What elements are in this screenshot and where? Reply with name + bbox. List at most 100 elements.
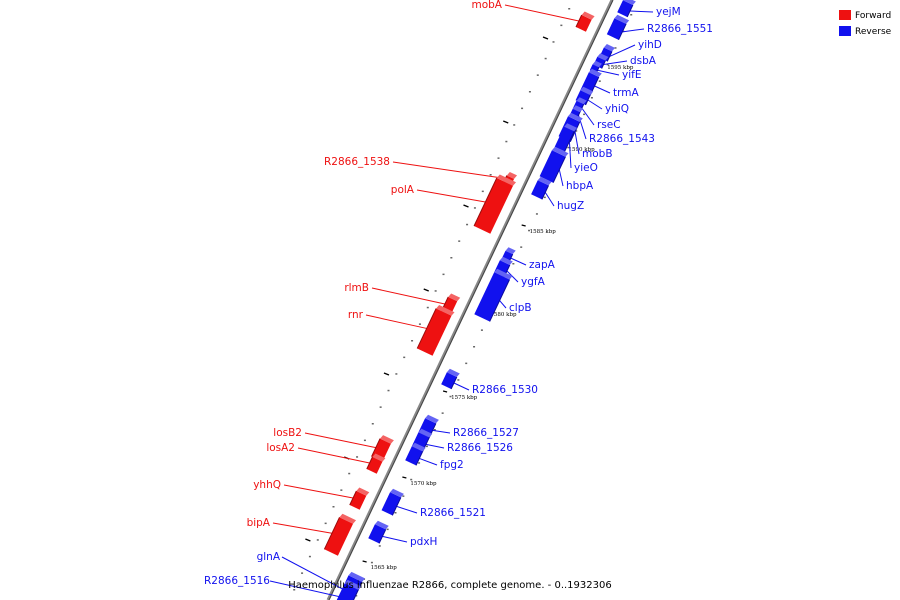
leader-pola xyxy=(416,189,486,203)
scale-dot xyxy=(465,362,468,365)
gene-body-yieo xyxy=(554,126,575,152)
gene-bipa[interactable] xyxy=(323,513,357,556)
scale-dot xyxy=(371,423,374,425)
scale-dot xyxy=(630,14,633,16)
gene-body-bipa xyxy=(324,517,354,556)
minor-tick xyxy=(502,120,509,124)
gene-bevel-clpb xyxy=(494,268,513,280)
scale-dot xyxy=(316,539,319,541)
gene-bevel-zapa xyxy=(505,247,516,255)
gene-clpb[interactable] xyxy=(474,268,513,322)
gene-edge-hugz xyxy=(541,185,550,200)
gene-rnr[interactable] xyxy=(416,304,455,356)
gene-bevel-ygfa xyxy=(499,256,513,265)
gene-bevel-r2866-1543 xyxy=(572,105,583,113)
gene-hbpa[interactable] xyxy=(539,146,569,183)
scale-dot xyxy=(457,379,460,381)
scale-dot xyxy=(567,146,570,149)
gene-hugz[interactable] xyxy=(531,176,552,200)
leader-yejm xyxy=(630,10,654,13)
scale-dot xyxy=(356,456,359,458)
gene-bevel-r2866-1527 xyxy=(425,414,439,424)
scale-dot xyxy=(348,472,351,475)
gene-bevel-hbpa xyxy=(551,146,569,157)
scale-dot xyxy=(575,130,578,132)
gene-label-hugz: hugZ xyxy=(557,200,584,212)
scale-dot xyxy=(543,196,546,199)
leader-yhiq xyxy=(587,99,603,110)
genome-backbone xyxy=(326,0,614,600)
gene-bevel-glna xyxy=(348,571,366,582)
gene-label-bipa: bipA xyxy=(247,517,271,529)
gene-yhhq[interactable] xyxy=(349,487,370,510)
gene-fpg2[interactable] xyxy=(405,442,426,466)
scale-dot xyxy=(528,229,531,232)
scale-dot xyxy=(434,290,437,292)
gene-label-losa2: losA2 xyxy=(266,442,295,454)
gene-label-yhhq: yhhQ xyxy=(253,479,281,491)
leader-hugz xyxy=(544,192,555,207)
gene-bevel-r2866-1530 xyxy=(446,368,460,377)
gene-yieo[interactable] xyxy=(554,123,578,152)
label-leaders xyxy=(269,4,654,600)
gene-r2866-1551[interactable] xyxy=(606,14,630,41)
scale-dot xyxy=(560,24,563,27)
gene-bevel-yhhq xyxy=(356,487,370,496)
gene-pdxh[interactable] xyxy=(368,520,389,544)
gene-edge-yhhq xyxy=(349,490,357,506)
leader-r2866-1521 xyxy=(396,505,418,514)
scale-dot xyxy=(536,74,539,76)
gene-r2866-1521[interactable] xyxy=(381,488,404,516)
leader-moba xyxy=(504,4,579,22)
gene-label-mobb: mobB xyxy=(582,148,613,160)
gene-losa2[interactable] xyxy=(366,453,386,474)
scale-dot xyxy=(520,246,523,248)
gene-label-yieo: yieO xyxy=(574,162,598,174)
gene-edge-bipa xyxy=(323,517,340,550)
gene-body-pola xyxy=(474,178,514,234)
gene-pola[interactable] xyxy=(473,174,517,234)
leader-rlmb xyxy=(371,287,445,305)
gene-r2866-1530[interactable] xyxy=(441,368,460,390)
gene-label-r2866-1543: R2866_1543 xyxy=(589,133,655,145)
gene-bevel-moba xyxy=(581,11,595,20)
scale-dot xyxy=(513,124,516,126)
scale-dot xyxy=(458,240,461,242)
gene-edge-r2866-1530 xyxy=(450,376,458,390)
gene-body-r2866-1551 xyxy=(606,18,627,40)
scale-dot xyxy=(473,207,476,209)
gene-edge-r2866-1521 xyxy=(391,497,402,516)
leader-clpb xyxy=(499,300,507,309)
gene-bevel-r2866-1516 xyxy=(344,579,362,590)
scale-dot xyxy=(442,273,445,276)
leader-losb2 xyxy=(304,432,376,449)
leader-rnr xyxy=(365,314,427,329)
leader-r2866-1526 xyxy=(425,443,445,449)
gene-bevel-r2866-1521 xyxy=(390,488,404,498)
gene-label-pdxh: pdxH xyxy=(410,536,437,548)
gene-edge-pdxh xyxy=(378,529,387,544)
gene-label-r2866-1530: R2866_1530 xyxy=(472,384,538,396)
gene-label-r2866-1527: R2866_1527 xyxy=(453,427,519,439)
gene-bevel-rlmb xyxy=(448,293,461,302)
gene-features xyxy=(323,0,636,600)
minor-tick xyxy=(383,372,390,376)
gene-bevel-r2866-1551 xyxy=(614,14,630,24)
gene-yejm[interactable] xyxy=(617,0,636,18)
scale-dot xyxy=(583,113,586,116)
gene-label-yihd: yihD xyxy=(638,39,662,51)
scale-dot xyxy=(473,346,476,348)
scale-dot xyxy=(332,506,335,508)
scale-dot xyxy=(426,306,429,309)
minor-tick xyxy=(423,288,429,292)
scale-dot xyxy=(395,373,398,375)
scale-dot xyxy=(378,545,381,547)
gene-moba[interactable] xyxy=(575,11,595,32)
gene-bevel-r2866-1538 xyxy=(506,171,518,179)
gene-label-dsba: dsbA xyxy=(630,55,657,67)
tick-label-1590: 1590 kbp xyxy=(568,147,595,153)
gene-edge-losa2 xyxy=(366,456,373,470)
gene-labels: yejM R2866_1551 yihD dsbA yifE trmA yhiQ rseC R2… xyxy=(204,0,713,587)
tick-mark-1565 xyxy=(362,560,367,563)
